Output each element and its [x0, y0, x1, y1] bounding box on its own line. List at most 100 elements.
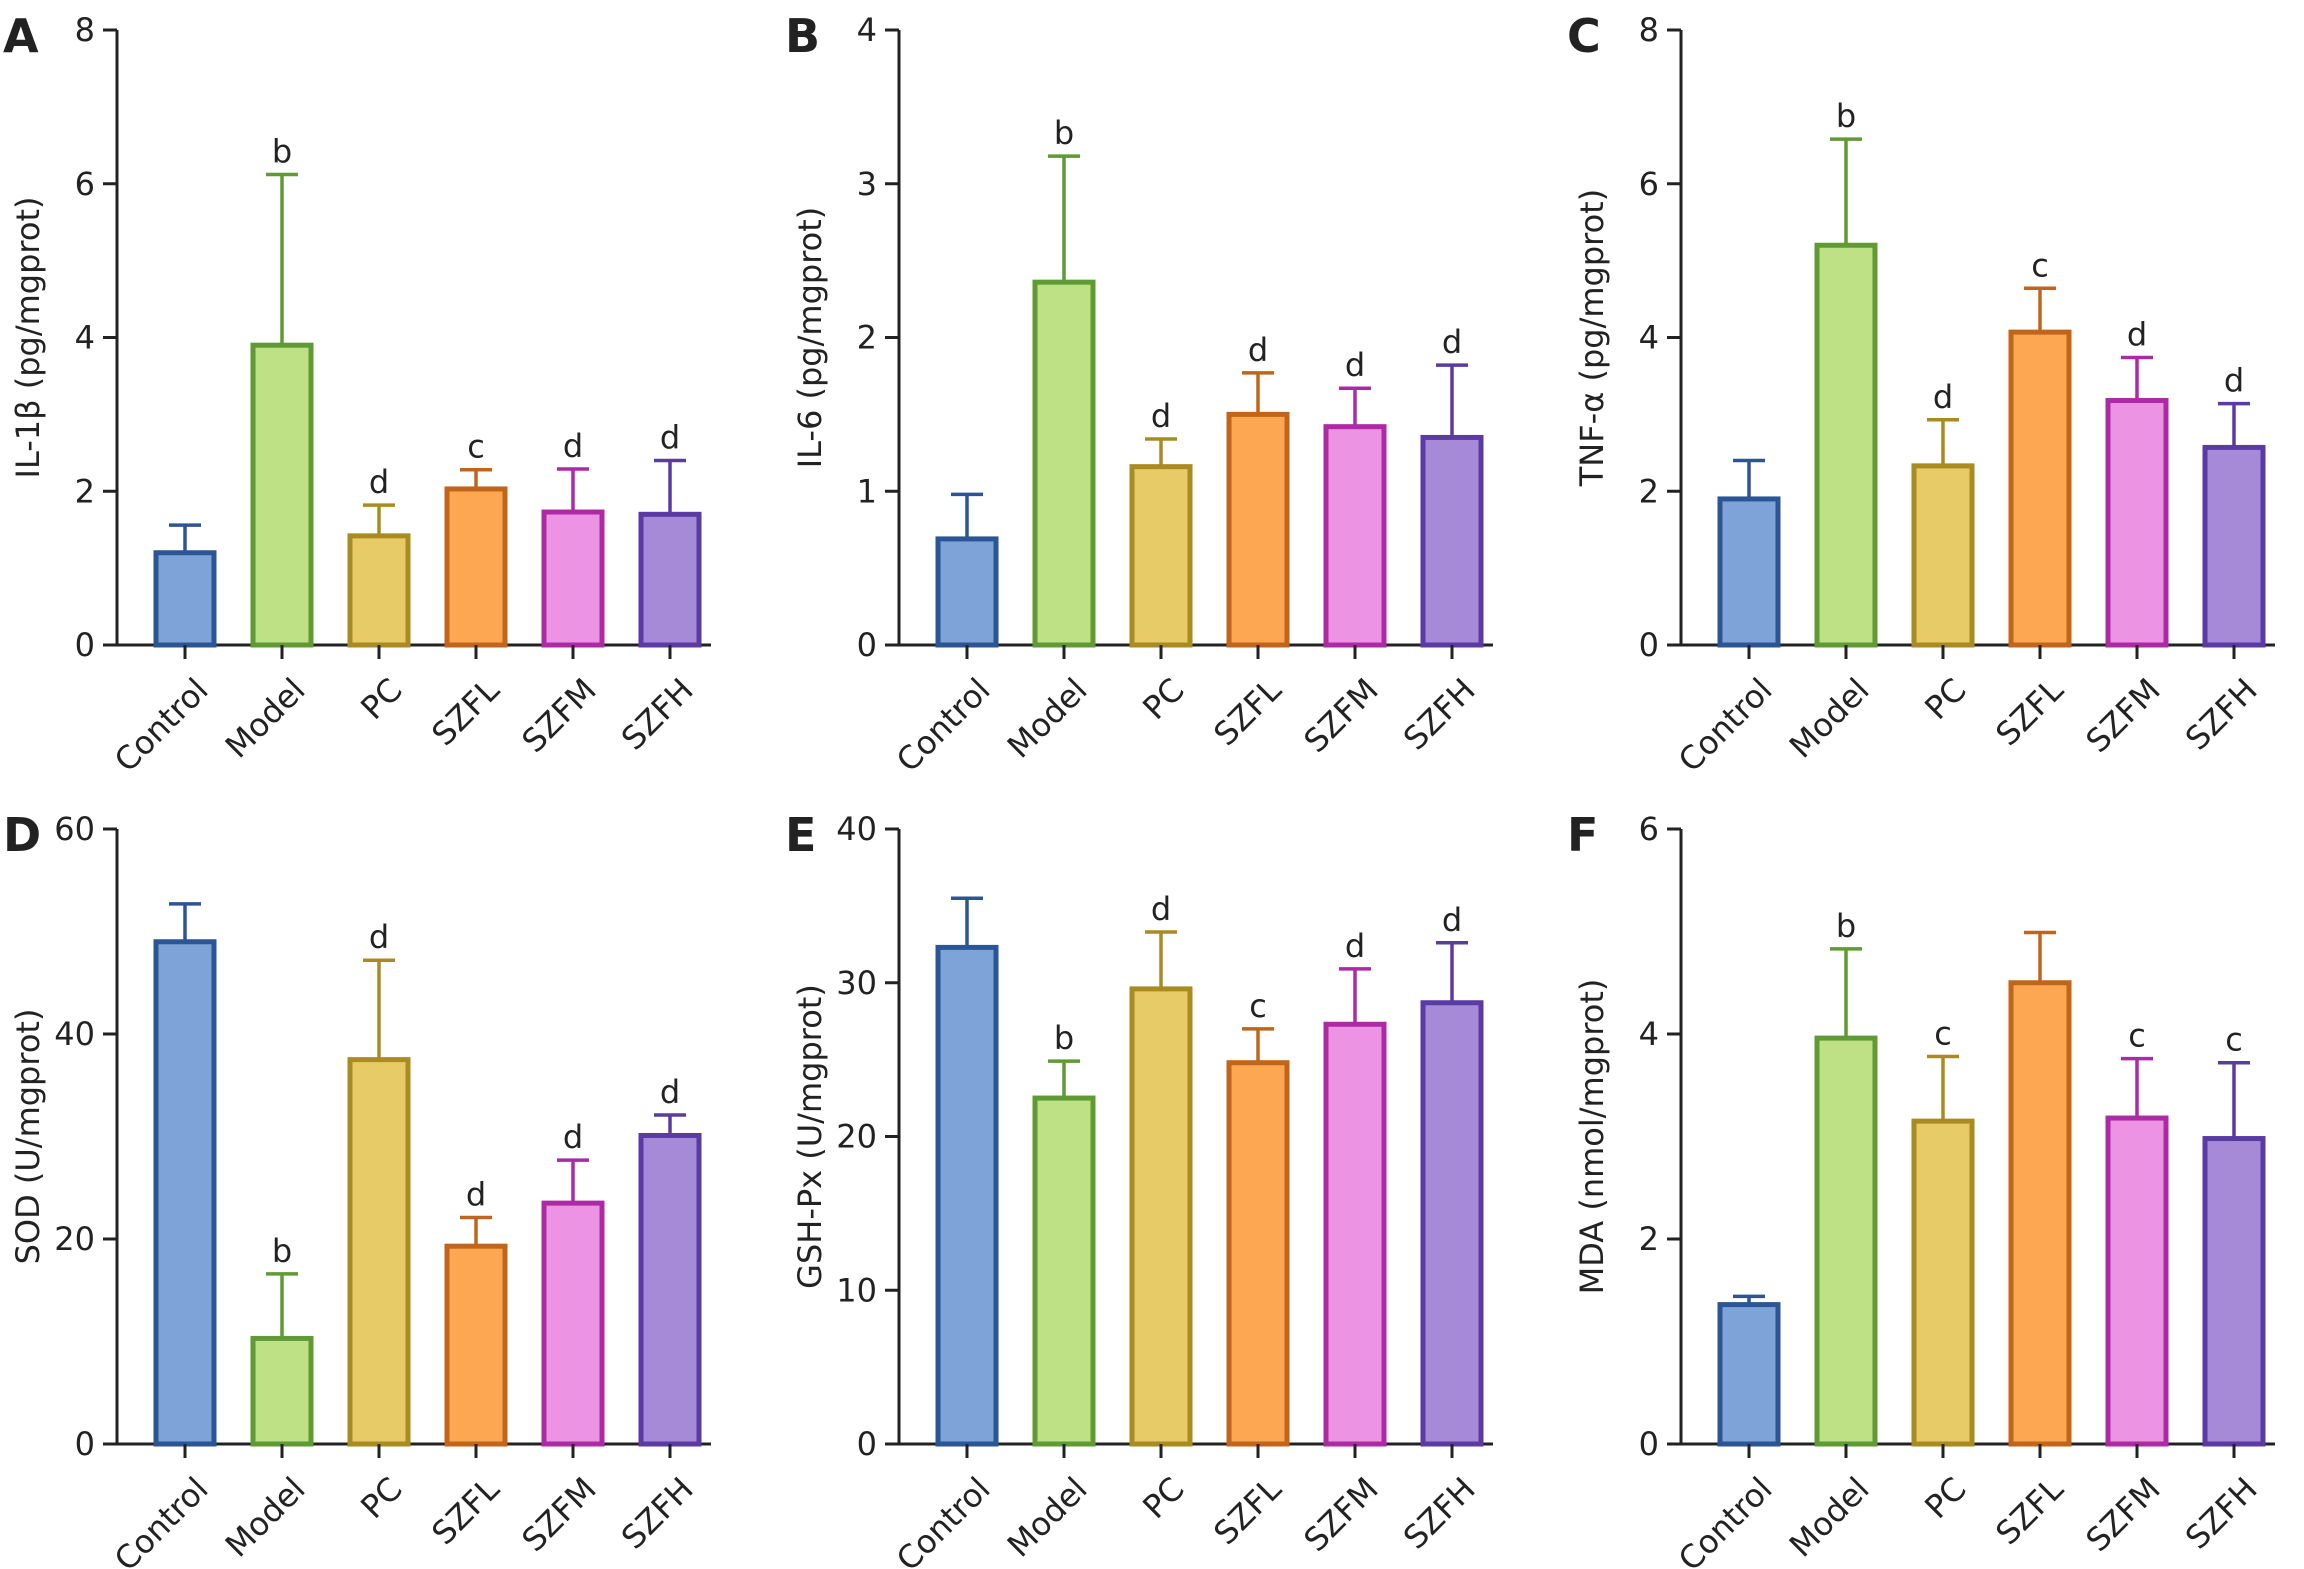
y-tick-label: 10 — [836, 1271, 877, 1309]
panel-letter: D — [3, 808, 41, 862]
x-category-label: PC — [1917, 671, 1973, 727]
significance-label: d — [1151, 397, 1171, 435]
x-category-label: SZFL — [1988, 671, 2070, 753]
significance-label: d — [1442, 901, 1462, 939]
bar-szfh — [2202, 1136, 2266, 1447]
y-tick-label: 30 — [836, 964, 877, 1002]
y-tick-label: 2 — [857, 319, 877, 357]
bar-szfl — [2008, 980, 2072, 1447]
significance-label: d — [660, 1073, 680, 1111]
x-category-label: SZFM — [2078, 1470, 2167, 1559]
x-category-label: SZFL — [1206, 671, 1288, 753]
y-axis-title: IL-6 (pg/mgprot) — [791, 207, 829, 469]
x-category-label: Control — [107, 1470, 216, 1569]
significance-label: d — [1442, 323, 1462, 361]
significance-label: d — [563, 427, 583, 465]
y-tick-label: 20 — [836, 1118, 877, 1156]
significance-label: b — [272, 133, 292, 171]
panel-letter: F — [1567, 808, 1598, 862]
x-category-label: SZFH — [1396, 1470, 1483, 1557]
x-category-label: PC — [353, 1470, 409, 1526]
significance-label: b — [1054, 114, 1074, 152]
y-tick-label: 8 — [1639, 11, 1659, 49]
y-tick-label: 0 — [1639, 1425, 1659, 1463]
y-tick-label: 4 — [1639, 319, 1659, 357]
bar-control — [935, 536, 999, 648]
bar-szfh — [638, 511, 702, 648]
x-category-label: Model — [1000, 671, 1095, 766]
y-axis-title: MDA (nmol/mgprot) — [1573, 979, 1611, 1295]
significance-label: d — [1248, 331, 1268, 369]
bar-szfh — [638, 1132, 702, 1447]
chart-panel-b: B IL-6 (pg/mgprot) 0 1 2 3 4 Control Model b PC d SZ… — [785, 9, 1493, 779]
x-category-label: SZFM — [1296, 1470, 1385, 1559]
bar-szfl — [1226, 1060, 1290, 1447]
y-tick-label: 2 — [1639, 472, 1659, 510]
y-tick-label: 6 — [1639, 810, 1659, 848]
bar-model — [1032, 279, 1096, 648]
bar-szfl — [1226, 411, 1290, 648]
y-tick-label: 8 — [75, 11, 95, 49]
bar-szfl — [444, 1243, 508, 1447]
bar-model — [1814, 1035, 1878, 1447]
bar-szfl — [444, 486, 508, 648]
bar-szfm — [541, 1200, 605, 1447]
x-category-label: SZFL — [1206, 1470, 1288, 1552]
bar-szfh — [2202, 444, 2266, 648]
y-tick-label: 40 — [54, 1015, 95, 1053]
panel-letter: E — [785, 808, 816, 862]
y-axis-title: TNF-α (pg/mgprot) — [1573, 189, 1611, 487]
significance-label: d — [1345, 346, 1365, 384]
bar-control — [935, 944, 999, 1447]
x-category-label: PC — [1917, 1470, 1973, 1526]
bar-control — [153, 550, 217, 648]
bar-pc — [1129, 464, 1193, 648]
bar-szfl — [2008, 329, 2072, 648]
significance-label: c — [2128, 1017, 2146, 1055]
x-category-label: Model — [1782, 1470, 1877, 1565]
significance-label: d — [1345, 927, 1365, 965]
x-category-label: SZFL — [424, 671, 506, 753]
bar-model — [250, 342, 314, 648]
x-category-label: Control — [1671, 1470, 1780, 1569]
panel-letter: A — [3, 9, 39, 63]
y-tick-label: 0 — [75, 1425, 95, 1463]
bar-szfh — [1420, 1000, 1484, 1447]
significance-label: d — [2224, 362, 2244, 400]
x-category-label: PC — [1135, 1470, 1191, 1526]
y-tick-label: 6 — [75, 165, 95, 203]
y-tick-label: 40 — [836, 810, 877, 848]
chart-panel-a: A IL-1β (pg/mgprot) 0 2 4 6 8 Control Model b PC d S… — [3, 9, 711, 779]
x-category-label: Model — [1000, 1470, 1095, 1565]
bar-pc — [347, 1057, 411, 1447]
significance-label: d — [1933, 378, 1953, 416]
bar-szfm — [2105, 1115, 2169, 1447]
significance-label: c — [2225, 1021, 2243, 1059]
x-category-label: SZFL — [1988, 1470, 2070, 1552]
x-category-label: SZFH — [2178, 671, 2265, 758]
y-tick-label: 3 — [857, 165, 877, 203]
x-category-label: Control — [889, 1470, 998, 1569]
significance-label: b — [1054, 1019, 1074, 1057]
y-tick-label: 0 — [857, 1425, 877, 1463]
bar-model — [1032, 1095, 1096, 1447]
bar-pc — [1911, 1118, 1975, 1447]
bar-model — [1814, 242, 1878, 648]
y-tick-label: 4 — [857, 11, 877, 49]
bar-szfm — [2105, 398, 2169, 648]
x-category-label: SZFH — [1396, 671, 1483, 758]
x-category-label: PC — [1135, 671, 1191, 727]
bar-pc — [347, 533, 411, 648]
y-tick-label: 0 — [75, 626, 95, 664]
significance-label: d — [660, 419, 680, 457]
y-tick-label: 1 — [857, 472, 877, 510]
bar-control — [1717, 496, 1781, 648]
y-tick-label: 0 — [857, 626, 877, 664]
significance-label: c — [1934, 1015, 1952, 1053]
panel-letter: C — [1567, 9, 1601, 63]
y-tick-label: 6 — [1639, 165, 1659, 203]
x-category-label: SZFH — [614, 1470, 701, 1557]
y-tick-label: 60 — [54, 810, 95, 848]
x-category-label: SZFL — [424, 1470, 506, 1552]
